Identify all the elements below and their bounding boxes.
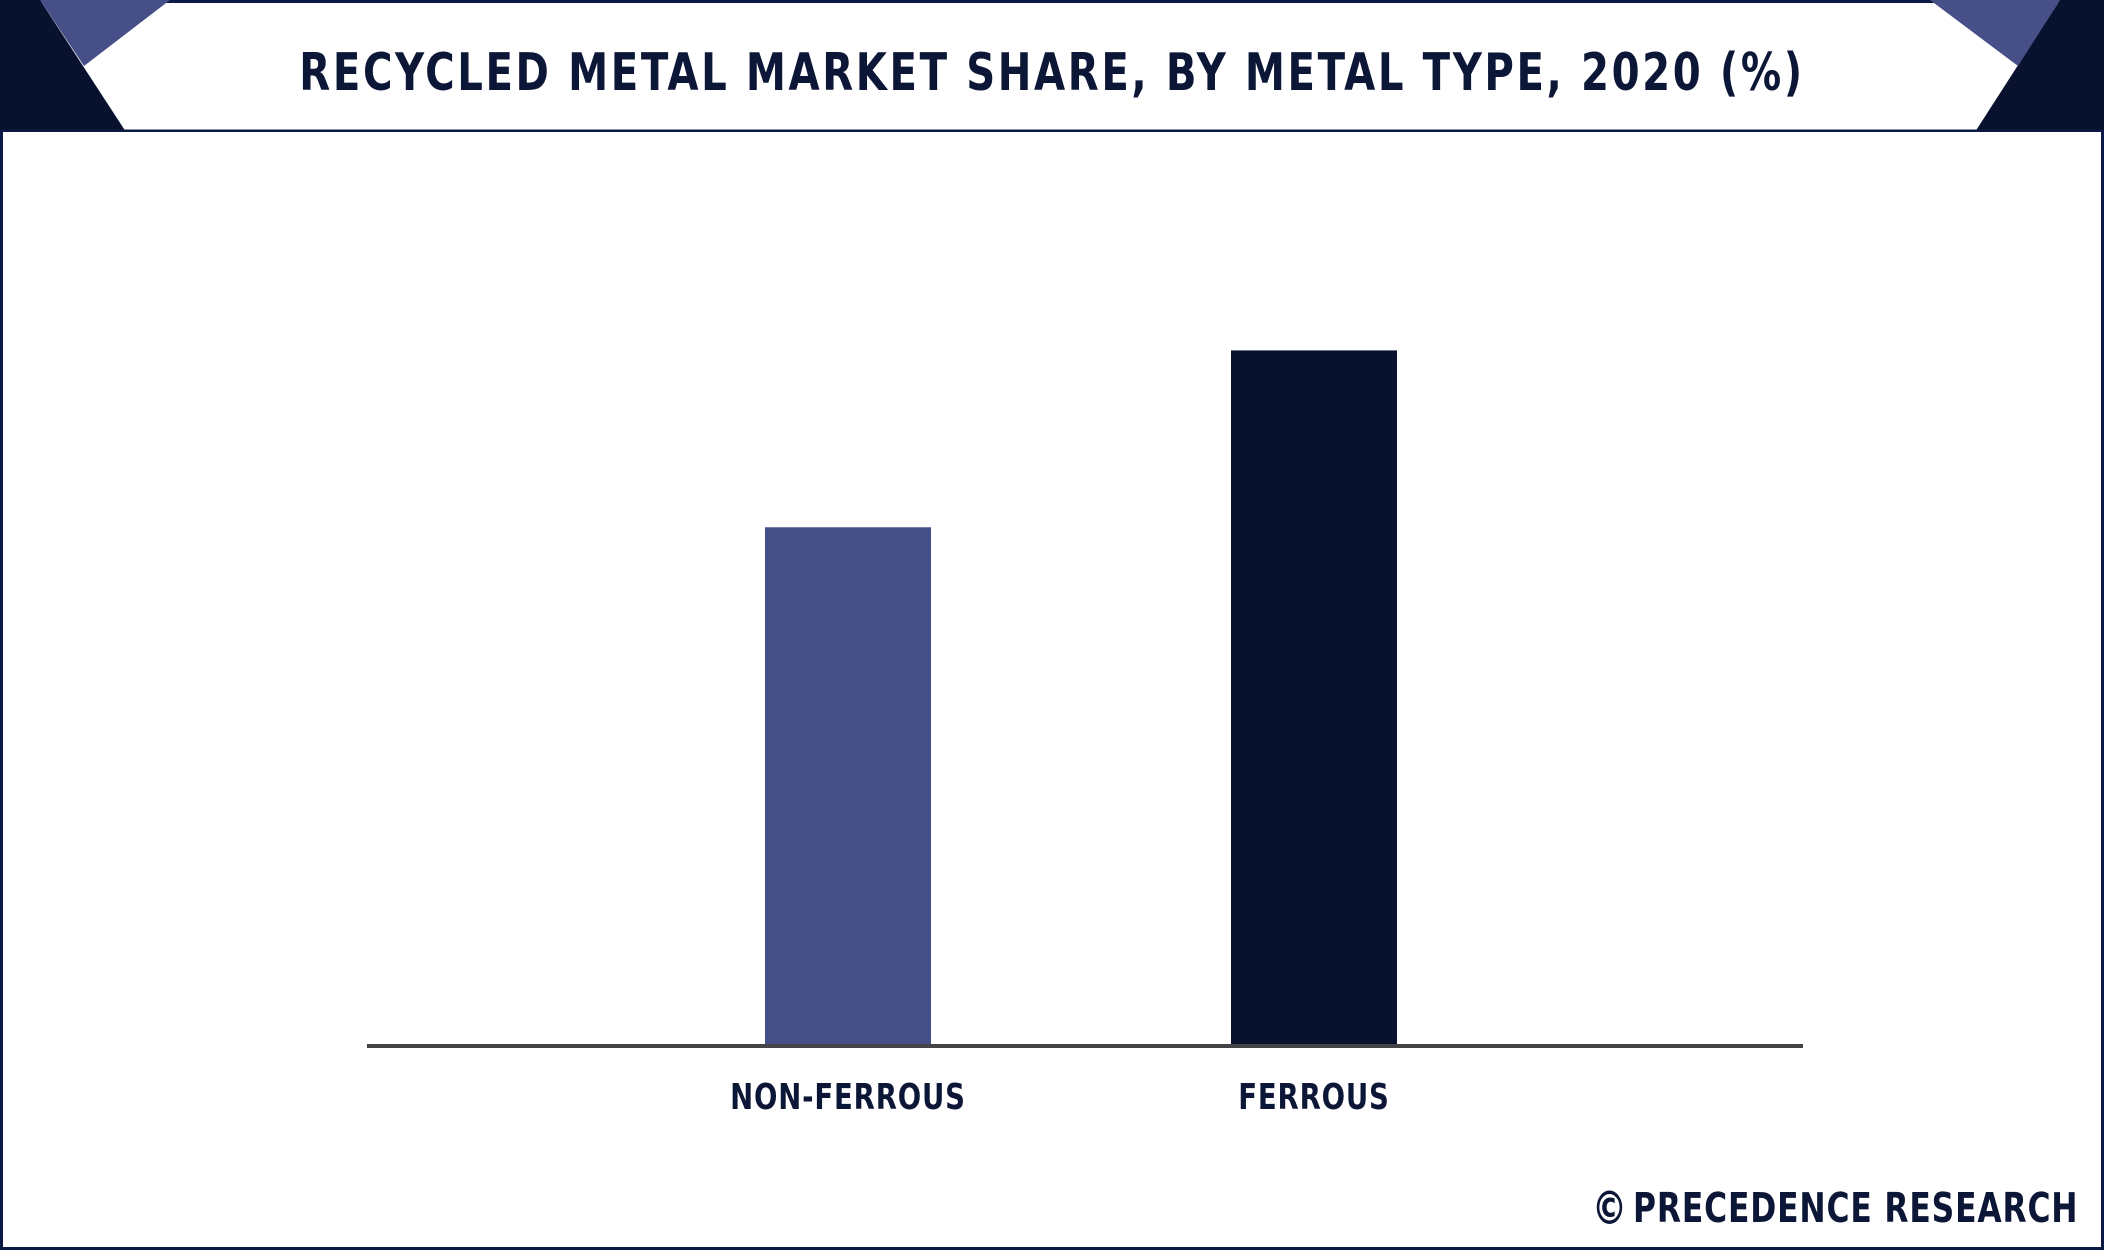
brand-name: PRECEDENCE RESEARCH — [1632, 1184, 2078, 1232]
x-tick-label-non-ferrous: NON-FERROUS — [730, 1076, 966, 1118]
x-tick-labels: NON-FERROUS FERROUS — [730, 1076, 1389, 1118]
header-left-navy-corner — [0, 0, 126, 132]
header-banner: RECYCLED METAL MARKET SHARE, BY METAL TY… — [0, 0, 2104, 132]
bar-non-ferrous — [765, 527, 931, 1046]
bars-group — [765, 350, 1397, 1047]
header-right-navy-corner — [1975, 0, 2104, 132]
brand-watermark: © PRECEDENCE RESEARCH — [1591, 1178, 2078, 1238]
header-left-purple-corner — [40, 0, 170, 66]
copyright-symbol: © — [1591, 1181, 1628, 1235]
bar-ferrous — [1231, 350, 1397, 1047]
chart-title: RECYCLED METAL MARKET SHARE, BY METAL TY… — [299, 43, 1805, 103]
header-right-purple-corner — [1930, 0, 2060, 66]
header-decoration — [0, 0, 2104, 132]
x-tick-label-ferrous: FERROUS — [1238, 1076, 1389, 1118]
